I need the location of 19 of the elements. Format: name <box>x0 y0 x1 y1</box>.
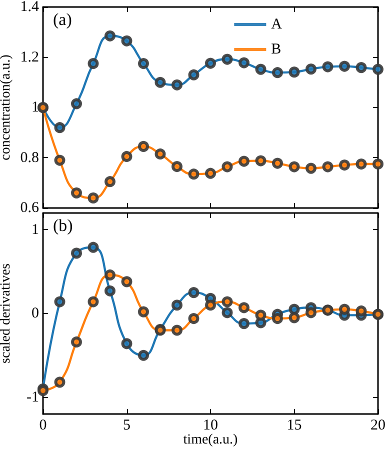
y-tick-label: 0.6 <box>20 200 40 216</box>
y-tick-label: 1 <box>32 100 39 116</box>
y-tick-label: 1.2 <box>20 49 39 66</box>
y-tick-label: 1 <box>32 222 39 238</box>
y-tick-label: 0 <box>32 306 39 322</box>
x-tick-label: 15 <box>286 418 302 434</box>
legend-label: A <box>271 16 282 32</box>
y-tick-label: 0.8 <box>20 150 39 166</box>
x-tick-label: 5 <box>123 418 130 434</box>
x-tick-label: 20 <box>370 418 386 434</box>
x-axis-title: time(a.u.) <box>183 432 238 448</box>
x-tick-label: 10 <box>203 418 218 434</box>
annotation: (b) <box>53 216 73 235</box>
legend-label: B <box>271 42 282 58</box>
y-tick-label: -1 <box>26 389 39 406</box>
annotation: (a) <box>53 10 72 29</box>
y-tick-label: 1.4 <box>20 0 40 15</box>
y-axis-title: scaled derivatives <box>0 264 14 364</box>
y-axis-title: concentration(a.u.) <box>0 54 14 160</box>
